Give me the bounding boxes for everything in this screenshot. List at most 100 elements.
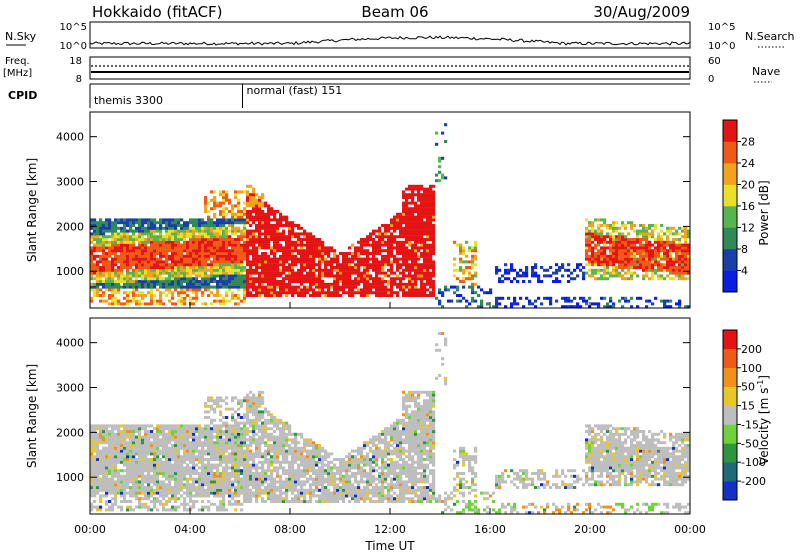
heatmap-cell	[288, 240, 292, 244]
heatmap-cell	[168, 299, 172, 303]
heatmap-cell	[258, 294, 262, 297]
heatmap-cell	[162, 486, 166, 489]
heatmap-cell	[360, 238, 364, 241]
heatmap-cell	[597, 302, 601, 306]
heatmap-cell	[168, 508, 172, 512]
heatmap-cell	[282, 229, 286, 233]
heatmap-cell	[417, 240, 421, 244]
heatmap-cell	[393, 218, 397, 222]
heatmap-cell	[150, 444, 154, 447]
heatmap-cell	[474, 274, 478, 278]
heatmap-cell	[351, 243, 355, 247]
heatmap-cell	[387, 235, 391, 239]
heatmap-cell	[303, 260, 307, 264]
heatmap-cell	[627, 238, 631, 241]
heatmap-cell	[156, 299, 160, 303]
heatmap-cell	[381, 263, 385, 267]
heatmap-cell	[264, 263, 268, 267]
heatmap-cell	[426, 277, 430, 281]
heatmap-cell	[153, 229, 157, 233]
heatmap-cell	[459, 268, 463, 272]
heatmap-cell	[90, 488, 94, 492]
heatmap-cell	[414, 285, 418, 289]
heatmap-cell	[627, 243, 631, 247]
heatmap-cell	[255, 229, 259, 233]
nsearch-tick-top: 10^5	[708, 22, 735, 33]
heatmap-cell	[96, 474, 100, 478]
heatmap-cell	[648, 243, 652, 247]
heatmap-cell	[276, 221, 280, 225]
heatmap-cell	[180, 435, 184, 439]
heatmap-cell	[192, 424, 196, 428]
heatmap-cell	[378, 226, 382, 230]
heatmap-cell	[132, 488, 136, 492]
heatmap-cell	[411, 207, 415, 211]
heatmap-cell	[129, 444, 133, 447]
heatmap-cell	[129, 438, 133, 442]
heatmap-cell	[648, 224, 652, 227]
heatmap-cell	[189, 226, 193, 230]
heatmap-cell	[621, 232, 625, 236]
heatmap-cell	[174, 285, 178, 289]
heatmap-cell	[303, 235, 307, 239]
heatmap-cell	[117, 483, 121, 487]
heatmap-cell	[444, 140, 448, 143]
heatmap-cell	[177, 266, 181, 269]
heatmap-cell	[417, 266, 421, 269]
heatmap-cell	[255, 271, 259, 275]
heatmap-cell	[171, 260, 175, 264]
heatmap-cell	[102, 480, 106, 484]
heatmap-cell	[666, 235, 670, 239]
heatmap-cell	[144, 441, 148, 445]
heatmap-cell	[246, 246, 250, 250]
heatmap-cell	[678, 302, 682, 306]
heatmap-cell	[213, 488, 217, 492]
heatmap-cell	[198, 260, 202, 264]
heatmap-cell	[123, 469, 127, 473]
heatmap-cell	[312, 235, 316, 239]
heatmap-cell	[123, 477, 127, 481]
heatmap-cell	[348, 277, 352, 281]
heatmap-cell	[600, 252, 604, 255]
heatmap-cell	[366, 268, 370, 272]
heatmap-cell	[213, 463, 217, 467]
heatmap-cell	[138, 497, 142, 501]
heatmap-cell	[264, 291, 268, 295]
heatmap-cell	[153, 271, 157, 275]
heatmap-cell	[657, 240, 661, 244]
heatmap-cell	[105, 463, 109, 467]
heatmap-cell	[417, 235, 421, 239]
heatmap-cell	[237, 235, 241, 239]
heatmap-cell	[621, 240, 625, 244]
heatmap-cell	[240, 252, 244, 255]
heatmap-cell	[162, 235, 166, 239]
heatmap-cell	[201, 252, 205, 255]
heatmap-cell	[210, 421, 214, 425]
heatmap-cell	[636, 260, 640, 264]
heatmap-cell	[405, 193, 409, 197]
heatmap-cell	[114, 232, 118, 236]
heatmap-cell	[267, 235, 271, 239]
heatmap-cell	[183, 449, 187, 453]
heatmap-cell	[333, 285, 337, 289]
heatmap-cell	[126, 469, 130, 473]
heatmap-cell	[120, 505, 124, 509]
heatmap-cell	[480, 302, 484, 306]
heatmap-cell	[132, 455, 136, 459]
heatmap-cell	[396, 266, 400, 269]
heatmap-cell	[93, 463, 97, 467]
heatmap-cell	[417, 218, 421, 222]
heatmap-cell	[201, 494, 205, 498]
heatmap-cell	[96, 444, 100, 447]
heatmap-cell	[393, 280, 397, 283]
heatmap-cell	[264, 294, 268, 297]
heatmap-cell	[165, 508, 169, 512]
heatmap-cell	[138, 266, 142, 269]
heatmap-cell	[156, 288, 160, 292]
heatmap-cell	[585, 238, 589, 241]
heatmap-cell	[162, 508, 166, 512]
heatmap-cell	[609, 263, 613, 267]
heatmap-cell	[321, 271, 325, 275]
heatmap-cell	[312, 257, 316, 261]
heatmap-cell	[384, 294, 388, 297]
